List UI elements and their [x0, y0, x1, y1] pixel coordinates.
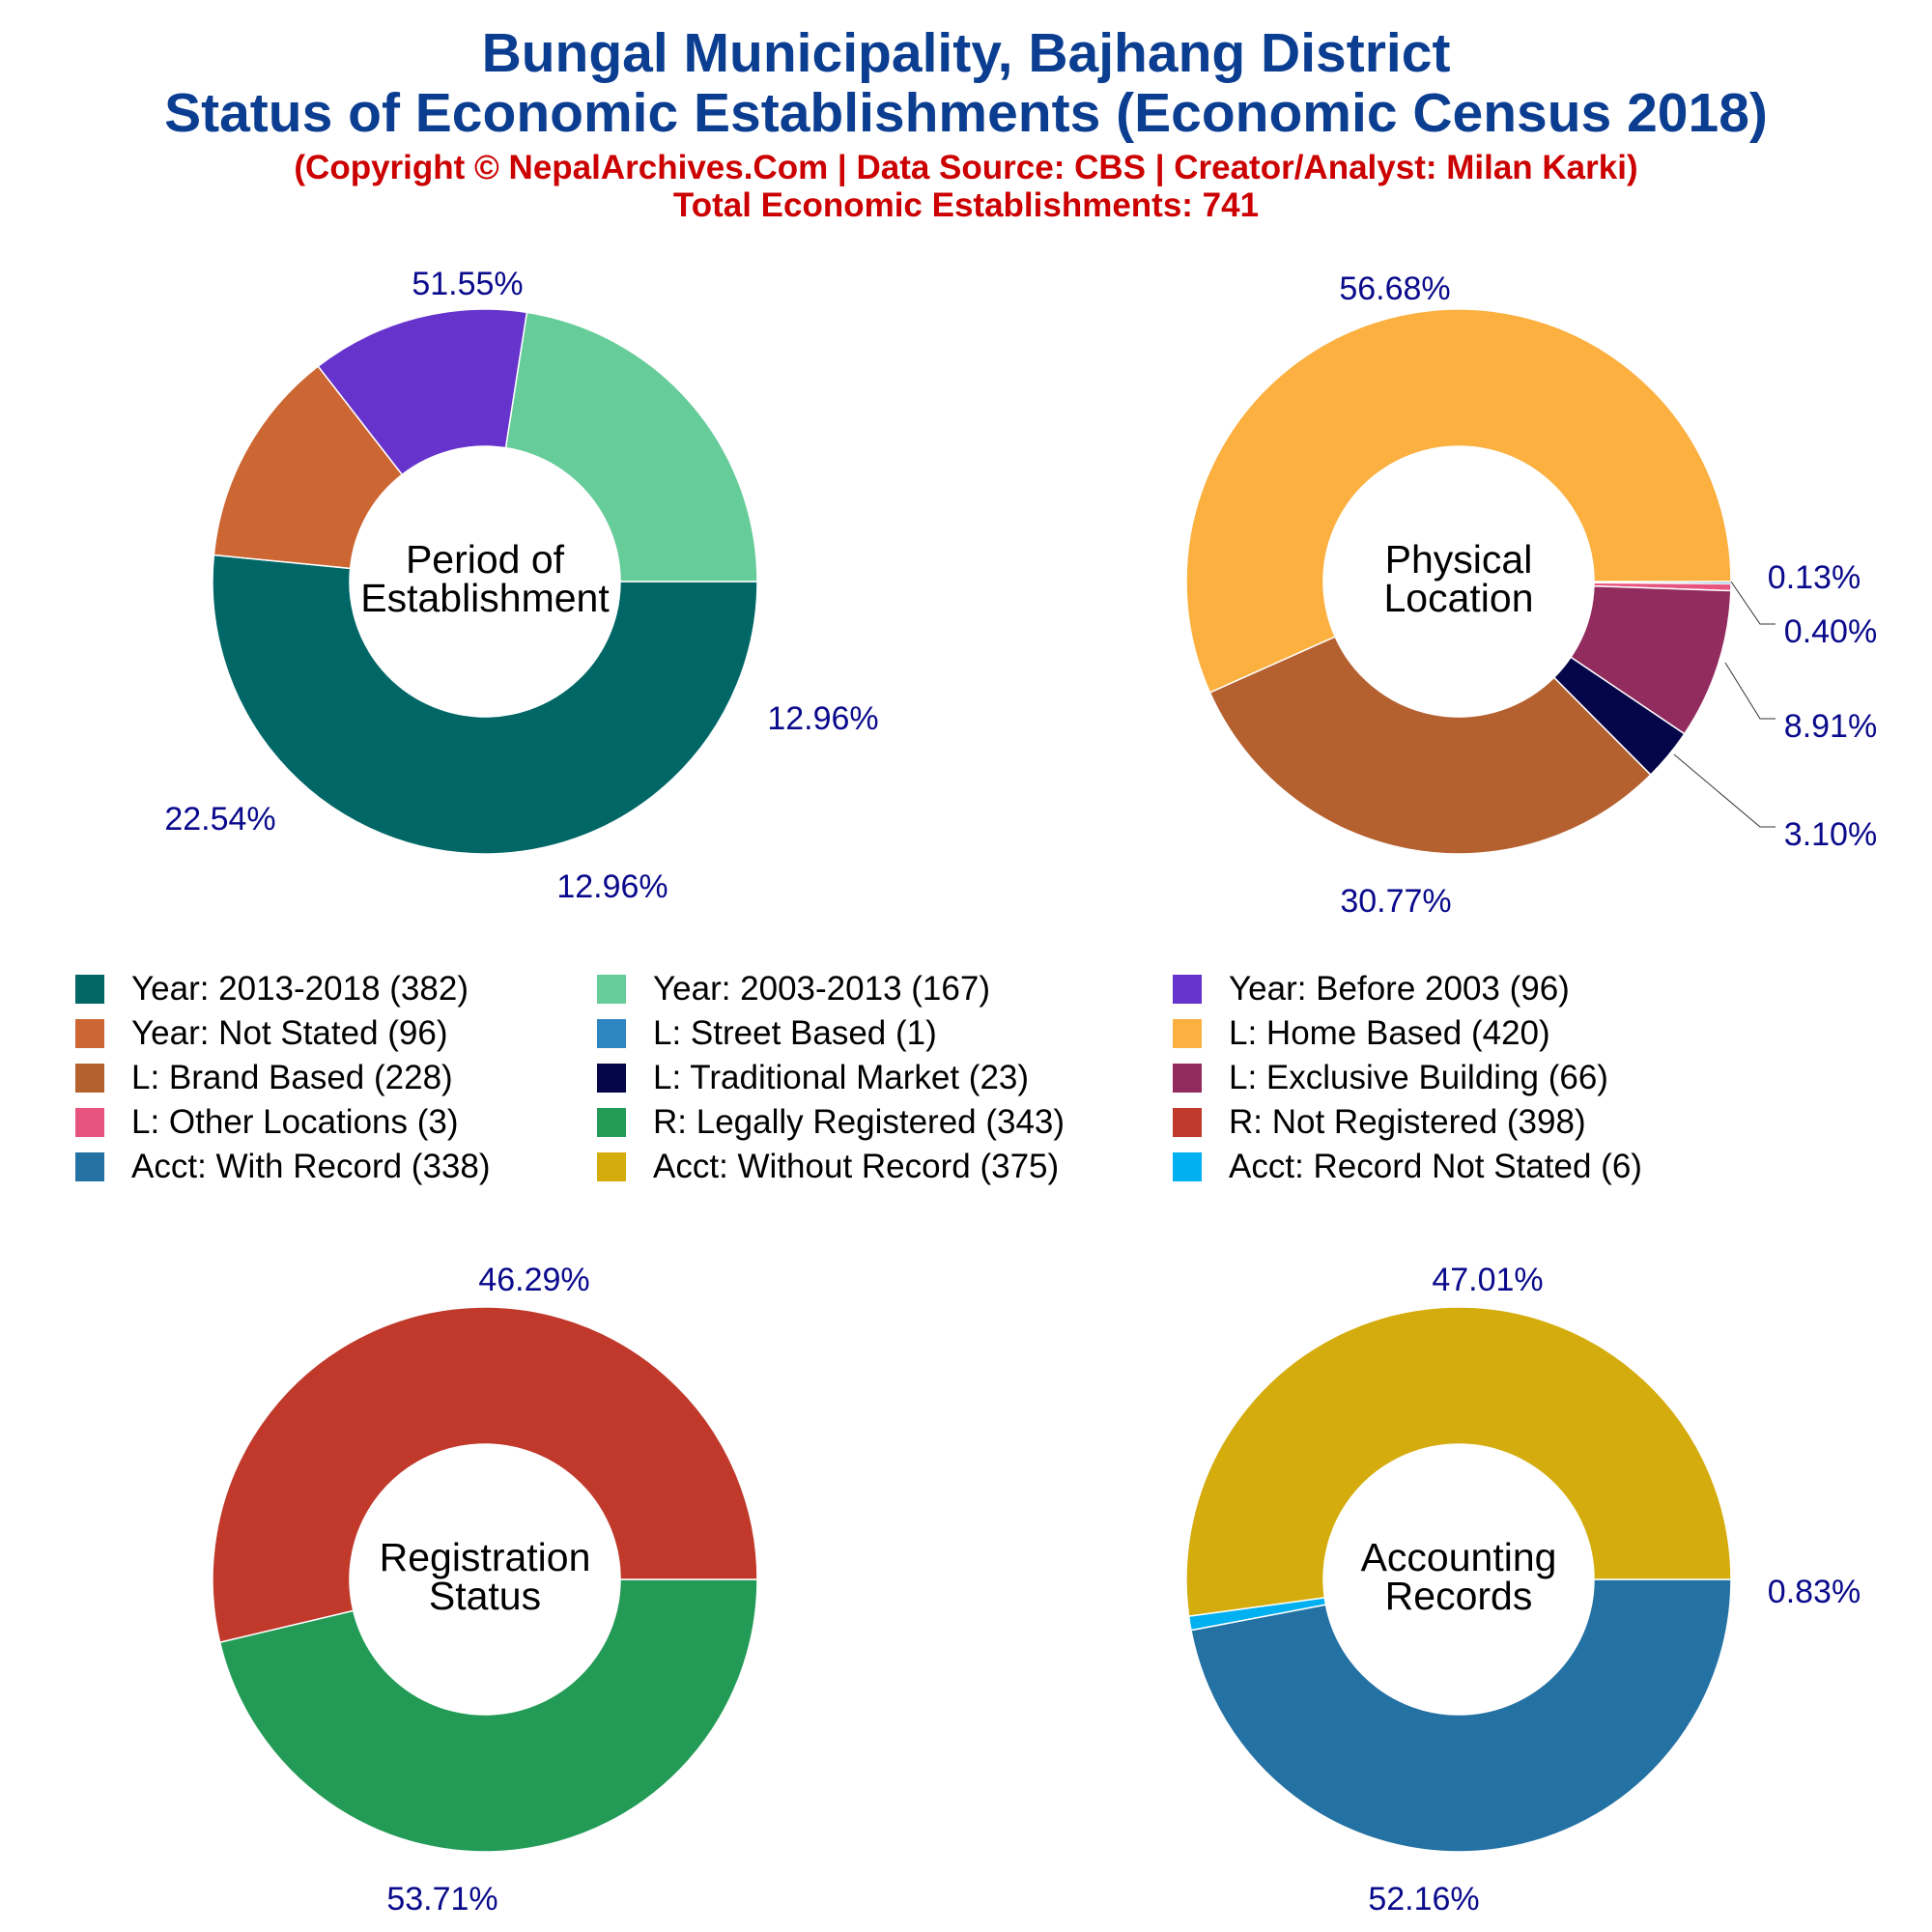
center-label: Registration: [380, 1535, 591, 1579]
percent-label: 47.01%: [1432, 1262, 1543, 1298]
legend-swatch: [1173, 1064, 1202, 1093]
percent-label: 53.71%: [386, 1881, 497, 1918]
percent-label: 3.10%: [1784, 816, 1877, 853]
legend-swatch: [75, 975, 104, 1004]
legend-label: L: Home Based (420): [1229, 1014, 1550, 1052]
legend-label: L: Exclusive Building (66): [1229, 1059, 1608, 1096]
legend-label: Year: Before 2003 (96): [1229, 970, 1570, 1008]
percent-label: 12.96%: [767, 700, 878, 737]
leader-line: [1730, 581, 1776, 625]
legend-swatch: [597, 1019, 626, 1048]
slice: [212, 554, 758, 855]
slice: [213, 365, 404, 570]
center-label: Location: [1383, 576, 1533, 620]
legend-swatch: [1173, 975, 1202, 1004]
percent-label: 46.29%: [478, 1262, 589, 1298]
chart-titles: Bungal Municipality, Bajhang District St…: [0, 0, 1932, 224]
legend-swatch: [597, 1152, 626, 1181]
slice: [1185, 1306, 1732, 1617]
legend-item: L: Brand Based (228): [75, 1057, 453, 1099]
percent-label: 0.13%: [1768, 559, 1861, 596]
leader-line: [1673, 753, 1776, 828]
percent-label: 22.54%: [164, 801, 275, 838]
percent-label: 8.91%: [1784, 708, 1877, 745]
donut-chart-2: 0.13% 0.40% 8.91% 3.10% 30.77% 56.68% Physical…: [1185, 270, 1877, 920]
legend-item: L: Exclusive Building (66): [1173, 1057, 1608, 1099]
legend-label: L: Traditional Market (23): [653, 1059, 1030, 1096]
legend-item: L: Home Based (420): [1173, 1012, 1550, 1055]
chart-subtitle-total: Total Economic Establishments: 741: [672, 186, 1260, 224]
chart-title-line-2: Status of Economic Establishments (Econo…: [164, 82, 1768, 144]
legend-item: L: Other Locations (3): [75, 1101, 459, 1144]
legend-label: Year: Not Stated (96): [131, 1014, 448, 1052]
center-label: Establishment: [360, 576, 610, 620]
slice: [504, 311, 758, 582]
legend-swatch: [1173, 1019, 1202, 1048]
percent-label: 0.83%: [1768, 1574, 1861, 1610]
legend-item: Acct: With Record (338): [75, 1146, 491, 1188]
legend-label: Year: 2003-2013 (167): [653, 970, 990, 1008]
legend-item: Year: Before 2003 (96): [1173, 968, 1570, 1010]
legend-swatch: [1173, 1108, 1202, 1137]
legend-item: Acct: Record Not Stated (6): [1173, 1146, 1642, 1188]
legend-label: Acct: Without Record (375): [653, 1148, 1060, 1185]
legend-label: Year: 2013-2018 (382): [131, 970, 469, 1008]
percent-label: 56.68%: [1339, 270, 1450, 307]
legend-swatch: [597, 975, 626, 1004]
legend-label: L: Other Locations (3): [131, 1103, 459, 1141]
center-label: Accounting: [1361, 1535, 1557, 1579]
percent-label: 52.16%: [1368, 1881, 1479, 1918]
legend-item: Year: 2003-2013 (167): [597, 968, 990, 1010]
leader-line: [1724, 662, 1776, 720]
legend-swatch: [75, 1019, 104, 1048]
legend-item: Year: Not Stated (96): [75, 1012, 448, 1055]
legend-label: L: Brand Based (228): [131, 1059, 453, 1096]
legend-label: Acct: Record Not Stated (6): [1229, 1148, 1642, 1185]
legend-label: Acct: With Record (338): [131, 1148, 491, 1185]
slice: [317, 308, 528, 476]
center-label: Records: [1385, 1574, 1533, 1618]
donut-chart-1: 51.55% 12.96% 12.96% 22.54% Period ofEstabli…: [164, 266, 878, 905]
slice: [218, 1578, 758, 1853]
percent-label: 30.77%: [1340, 883, 1451, 920]
legend-label: L: Street Based (1): [653, 1014, 937, 1052]
legend-label: R: Not Registered (398): [1229, 1103, 1586, 1141]
slice: [212, 1306, 758, 1644]
chart-subtitle: (Copyright © NepalArchives.Com | Data So…: [294, 149, 1638, 186]
legend-swatch: [75, 1108, 104, 1137]
percent-label: 12.96%: [556, 868, 668, 905]
legend-item: R: Not Registered (398): [1173, 1101, 1586, 1144]
legend-swatch: [75, 1064, 104, 1093]
center-label: Period of: [406, 537, 565, 582]
percent-label: 0.40%: [1784, 613, 1877, 650]
percent-label: 51.55%: [412, 266, 523, 302]
slice: [1185, 308, 1732, 694]
slice: [1190, 1578, 1732, 1853]
legend-swatch: [75, 1152, 104, 1181]
legend-item: R: Legally Registered (343): [597, 1101, 1065, 1144]
legend-swatch: [1173, 1152, 1202, 1181]
chart-title: Bungal Municipality, Bajhang District: [481, 22, 1451, 84]
legend-item: Acct: Without Record (375): [597, 1146, 1059, 1188]
legend-item: L: Traditional Market (23): [597, 1057, 1029, 1099]
legend-swatch: [597, 1064, 626, 1093]
legend-item: L: Street Based (1): [597, 1012, 937, 1055]
legend-item: Year: 2013-2018 (382): [75, 968, 469, 1010]
slice: [1208, 636, 1652, 855]
legend-label: R: Legally Registered (343): [653, 1103, 1065, 1141]
center-label: Status: [429, 1574, 541, 1618]
legend-swatch: [597, 1108, 626, 1137]
center-label: Physical: [1385, 537, 1533, 582]
